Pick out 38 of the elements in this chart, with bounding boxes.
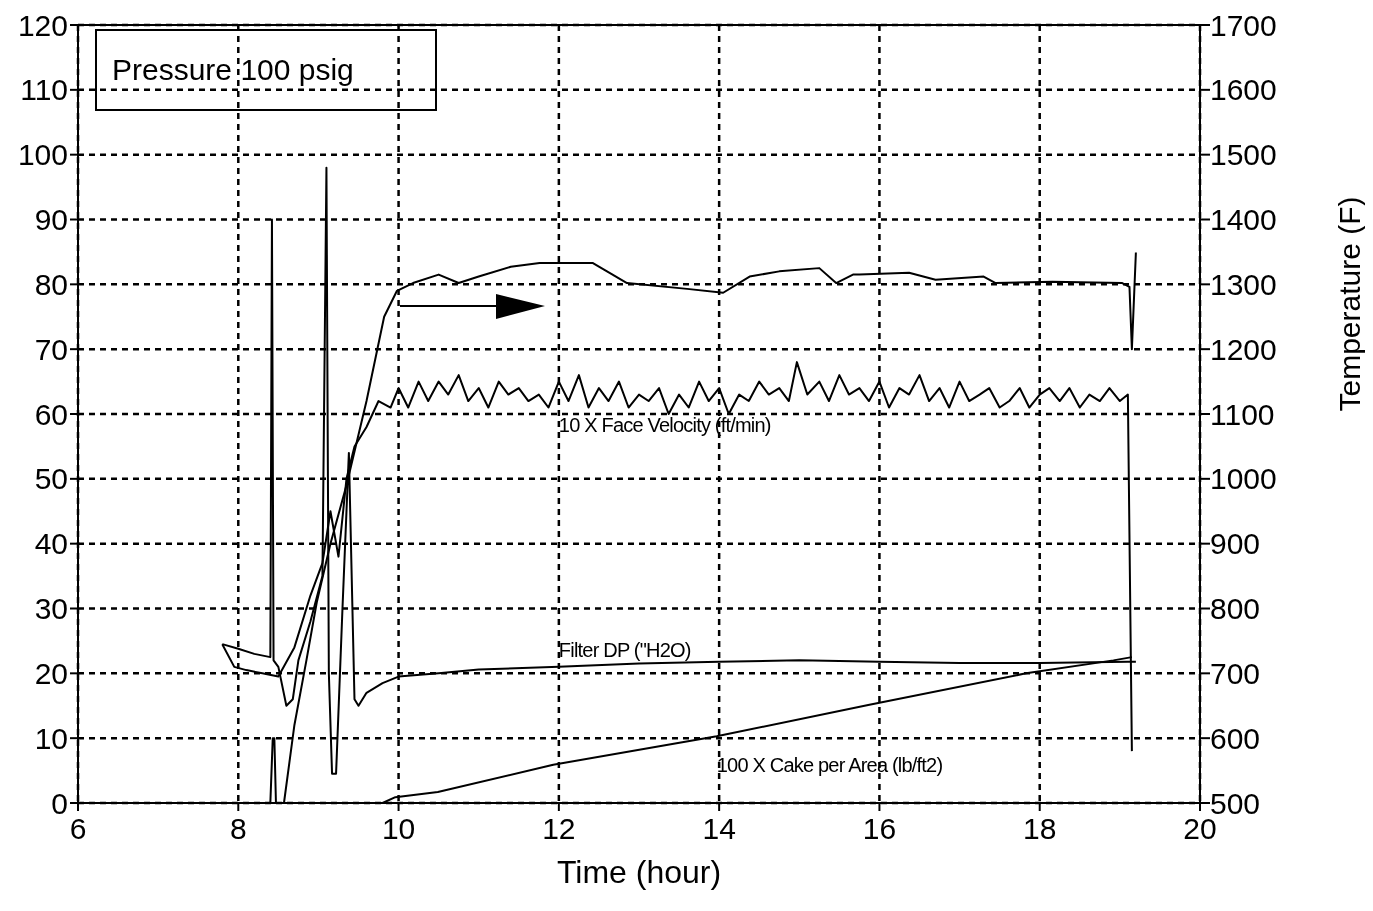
x-axis-title: Time (hour) bbox=[556, 854, 722, 890]
y-tick-label: 60 bbox=[34, 397, 68, 431]
y-tick-label: 100 bbox=[17, 138, 68, 172]
y-tick-label: 80 bbox=[34, 267, 68, 301]
y-tick-label: 50 bbox=[34, 462, 68, 496]
x-tick-label: 14 bbox=[702, 812, 736, 845]
series-label: 10 X Face Velocity (ft/min) bbox=[558, 413, 771, 436]
x-tick-label: 16 bbox=[862, 812, 897, 845]
y2-tick-label: 1700 bbox=[1210, 8, 1277, 42]
y2-tick-label: 900 bbox=[1210, 527, 1261, 561]
y2-tick-label: 1500 bbox=[1210, 138, 1277, 172]
series-label: Filter DP ("H2O) bbox=[558, 638, 691, 661]
x-tick-label: 10 bbox=[381, 812, 416, 845]
y-tick-label: 70 bbox=[34, 332, 68, 366]
y-tick-label: 20 bbox=[34, 656, 68, 690]
y2-tick-label: 1000 bbox=[1210, 462, 1277, 496]
y2-tick-label: 600 bbox=[1210, 721, 1261, 755]
annotation: Pressure 100 psig bbox=[112, 53, 354, 86]
series-label: 100 X Cake per Area (lb/ft2) bbox=[716, 754, 943, 777]
y-tick-label: 10 bbox=[34, 721, 68, 755]
x-tick-label: 6 bbox=[69, 812, 87, 845]
y-tick-label: 90 bbox=[34, 203, 68, 236]
y-tick-label: 0 bbox=[51, 786, 68, 820]
y2-tick-label: 800 bbox=[1210, 592, 1261, 625]
x-tick-label: 12 bbox=[542, 812, 576, 845]
y-tick-label: 30 bbox=[34, 592, 68, 625]
y2-tick-label: 1100 bbox=[1210, 397, 1275, 431]
y2-tick-label: 1400 bbox=[1210, 203, 1277, 236]
y-tick-label: 40 bbox=[34, 527, 68, 561]
y2-tick-label: 1200 bbox=[1210, 332, 1277, 366]
x-tick-label: 8 bbox=[229, 812, 247, 845]
y-tick-label: 120 bbox=[17, 8, 68, 42]
x-tick-label: 18 bbox=[1023, 812, 1057, 845]
y2-tick-label: 1600 bbox=[1210, 73, 1277, 107]
y-tick-label: 110 bbox=[20, 73, 68, 107]
y2-tick-label: 500 bbox=[1210, 786, 1261, 820]
y2-tick-label: 700 bbox=[1210, 656, 1261, 690]
y2-tick-label: 1300 bbox=[1210, 267, 1277, 301]
